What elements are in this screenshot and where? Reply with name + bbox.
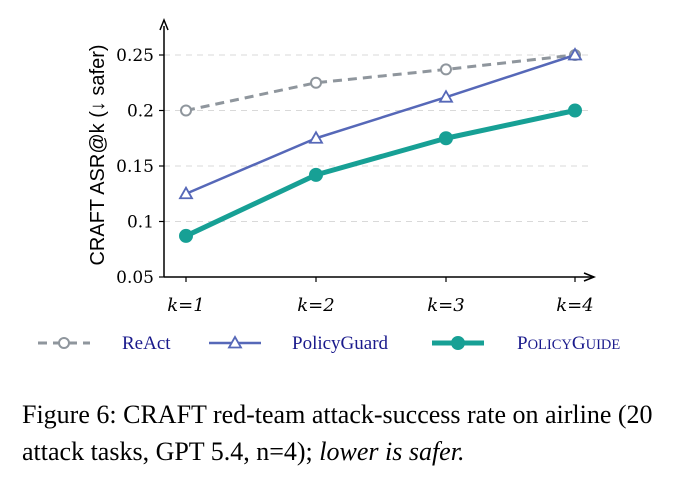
figure-caption: Figure 6: CRAFT red-team attack-success …	[22, 396, 672, 470]
series-policyguide	[179, 103, 582, 243]
axes	[159, 17, 597, 282]
data-point	[227, 335, 243, 349]
caption-emphasis: lower is safer.	[319, 437, 465, 466]
data-point	[568, 103, 582, 118]
data-point	[451, 336, 465, 350]
legend-entry-react: ReAct	[38, 333, 171, 354]
data-point	[439, 131, 453, 146]
series-line	[184, 108, 576, 239]
y-tick-label: 0.15	[116, 157, 154, 177]
x-tick-label: k=1	[167, 295, 204, 316]
series-line	[185, 53, 576, 112]
x-ticks: k=1 k=2 k=3 k=4	[167, 277, 594, 316]
data-point	[58, 337, 70, 349]
legend-label: PolicyGuard	[292, 333, 389, 354]
chart: 0.05 0.1 0.15 0.2 0.25 k=1 k=2 k=3 k=4 ReAct Pol…	[38, 17, 620, 354]
data-point	[179, 228, 193, 243]
series	[178, 47, 583, 243]
data-point	[180, 104, 192, 117]
data-point	[178, 185, 194, 200]
y-axis-label: CRAFT ASR@k (↓ safer)	[87, 44, 109, 265]
x-tick-label: k=4	[556, 295, 593, 316]
x-axis-arrow	[583, 272, 597, 282]
data-point	[310, 76, 322, 89]
data-point	[308, 130, 324, 144]
data-point	[438, 89, 454, 103]
x-tick-label: k=3	[427, 295, 464, 316]
series-react	[180, 49, 581, 117]
legend-entry-policyguide: POLICYGUIDE	[432, 333, 620, 354]
y-ticks: 0.05 0.1 0.15 0.2 0.25	[116, 46, 164, 288]
data-point	[309, 167, 323, 182]
legend-entry-policyguard: PolicyGuard	[209, 333, 389, 354]
series-line	[185, 53, 576, 195]
y-tick-label: 0.25	[116, 46, 154, 66]
grid	[164, 54, 592, 222]
y-axis-arrow	[159, 17, 169, 31]
x-tick-label: k=2	[297, 295, 334, 316]
y-tick-label: 0.2	[127, 102, 154, 122]
series-policyguard	[178, 47, 583, 200]
legend-label: ReAct	[122, 333, 171, 354]
data-point	[440, 63, 452, 76]
legend-label: POLICYGUIDE	[517, 333, 620, 354]
caption-main: Figure 6: CRAFT red-team attack-success …	[22, 400, 653, 466]
data-point	[567, 47, 583, 61]
y-tick-label: 0.05	[116, 268, 154, 288]
y-tick-label: 0.1	[127, 213, 154, 233]
legend: ReAct PolicyGuard POLICYGUIDE	[38, 333, 620, 354]
